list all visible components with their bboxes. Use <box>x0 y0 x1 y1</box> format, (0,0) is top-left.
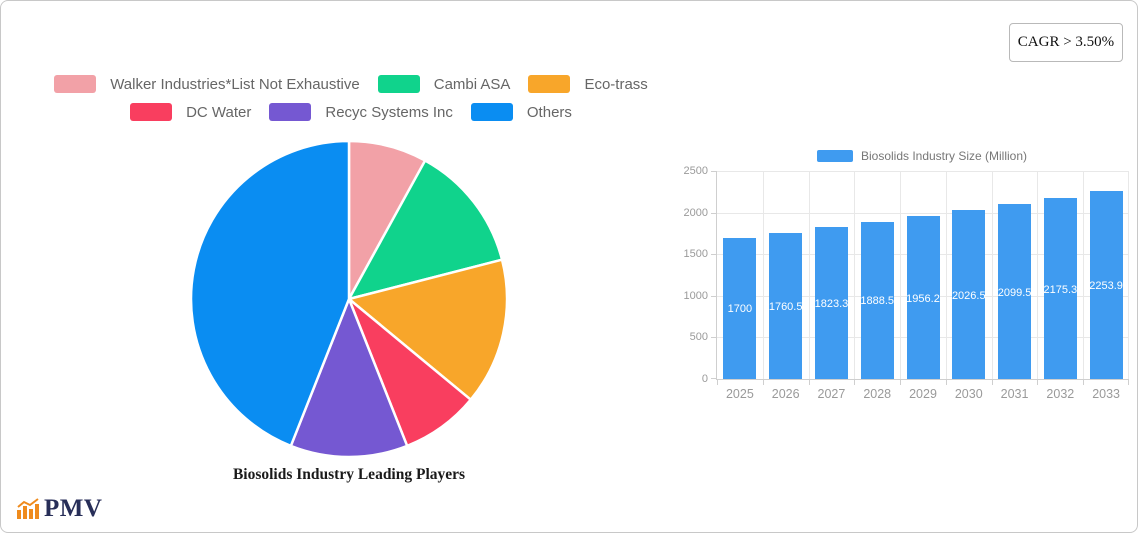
pie-legend: Walker Industries*List Not Exhaustive Cam… <box>11 75 691 121</box>
x-tick-label-2027: 2027 <box>817 387 846 401</box>
y-tick-label-1000: 1000 <box>683 289 708 302</box>
y-tick-label-0: 0 <box>701 373 708 385</box>
bar-vgridline-6 <box>991 171 993 379</box>
pie-legend-item-5[interactable]: Others <box>470 103 572 121</box>
pie-legend-swatch-5 <box>470 103 513 121</box>
bar-2033 <box>1089 191 1123 379</box>
x-tick-label-2032: 2032 <box>1046 387 1075 401</box>
pie-slice-1 <box>347 159 504 301</box>
pie-legend-swatch-2 <box>528 75 571 93</box>
pie-legend-swatch-3 <box>130 103 173 121</box>
bar-vgridline-3 <box>854 171 856 379</box>
x-tick-label-2028: 2028 <box>863 387 892 401</box>
x-tick-label-2033: 2033 <box>1092 387 1121 401</box>
x-tick-label-2025: 2025 <box>725 387 754 401</box>
pie-legend-label-5: Others <box>526 103 572 121</box>
bar-2027 <box>814 227 848 379</box>
y-tick-mark-2000 <box>711 212 717 214</box>
pie-legend-label-3: DC Water <box>186 103 252 121</box>
x-tick-mark-9 <box>1128 379 1129 385</box>
x-tick-mark-3 <box>854 379 856 385</box>
pmv-chart-icon <box>16 497 42 521</box>
bar-vgridline-4 <box>900 171 902 379</box>
bar-vgridline-9 <box>1128 171 1129 379</box>
pie-chart <box>187 137 511 461</box>
pie-legend-label-1: Cambi ASA <box>433 75 511 93</box>
bar-value-label-2027: 1823.3 <box>814 298 849 311</box>
x-tick-mark-5 <box>945 379 947 385</box>
bar-hgridline-2500 <box>717 171 1129 172</box>
pie-legend-label-0: Walker Industries*List Not Exhaustive <box>110 75 360 93</box>
y-tick-label-2500: 2500 <box>683 165 708 177</box>
bar-legend[interactable]: Biosolids Industry Size (Million) <box>716 149 1128 163</box>
bar-value-label-2026: 1760.5 <box>768 300 803 313</box>
pie-legend-item-3[interactable]: DC Water <box>130 103 251 121</box>
pie-legend-swatch-4 <box>269 103 312 121</box>
x-tick-mark-7 <box>1037 379 1039 385</box>
pie-slice-4 <box>289 297 409 459</box>
bar-vgridline-1 <box>762 171 764 379</box>
cagr-badge: CAGR > 3.50% <box>1009 23 1123 62</box>
bar-vgridline-2 <box>808 171 810 379</box>
bar-2025 <box>723 237 757 379</box>
bar-2031 <box>998 204 1032 379</box>
bar-2026 <box>769 232 803 379</box>
bar-vgridline-7 <box>1037 171 1039 379</box>
pie-legend-label-2: Eco-trass <box>584 75 648 93</box>
pie-svg <box>189 139 509 459</box>
pie-legend-label-4: Recyc Systems Inc <box>325 103 453 121</box>
x-tick-mark-0 <box>717 379 718 385</box>
bar-value-label-2030: 2026.5 <box>951 289 986 302</box>
x-tick-mark-1 <box>762 379 764 385</box>
y-tick-mark-500 <box>711 337 717 339</box>
x-tick-mark-2 <box>808 379 810 385</box>
y-tick-mark-2500 <box>711 171 717 172</box>
pie-legend-row-1: DC Water Recyc Systems Inc Others <box>11 103 691 121</box>
bar-vgridline-5 <box>945 171 947 379</box>
pie-legend-item-0[interactable]: Walker Industries*List Not Exhaustive <box>54 75 360 93</box>
pie-slice-5 <box>189 139 351 448</box>
bar-2032 <box>1043 198 1077 379</box>
y-tick-label-1500: 1500 <box>683 248 708 261</box>
pie-slice-2 <box>347 258 509 401</box>
pmv-logo-text: PMV <box>44 495 103 522</box>
bar-vgridline-8 <box>1083 171 1085 379</box>
bar-chart-plot: 0 500 1000 1500 2000 2500 1700 2025 1760.5 2026 18… <box>684 165 1129 401</box>
bar-value-label-2025: 1700 <box>727 303 753 316</box>
bar-legend-swatch <box>816 150 853 162</box>
bar-hgridline-2000 <box>717 212 1129 214</box>
y-tick-label-500: 500 <box>689 331 708 344</box>
bar-2028 <box>860 221 894 379</box>
pie-legend-item-4[interactable]: Recyc Systems Inc <box>269 103 453 121</box>
bar-value-label-2032: 2175.3 <box>1043 283 1078 296</box>
y-tick-mark-1000 <box>711 295 717 297</box>
y-tick-mark-1500 <box>711 254 717 256</box>
x-tick-label-2030: 2030 <box>954 387 983 401</box>
pie-legend-swatch-0 <box>54 75 97 93</box>
y-tick-label-2000: 2000 <box>683 206 708 219</box>
x-tick-mark-4 <box>900 379 902 385</box>
pie-legend-swatch-1 <box>377 75 420 93</box>
x-tick-label-2029: 2029 <box>909 387 937 401</box>
bar-value-label-2029: 1956.2 <box>906 292 940 305</box>
y-tick-mark-0 <box>711 378 717 379</box>
x-tick-label-2026: 2026 <box>771 387 800 401</box>
x-tick-mark-8 <box>1083 379 1085 385</box>
bar-value-label-2033: 2253.9 <box>1089 280 1123 293</box>
cagr-badge-label: CAGR > 3.50% <box>1017 34 1115 50</box>
bar-value-label-2031: 2099.5 <box>997 286 1032 299</box>
bar-2029 <box>906 216 940 379</box>
bar-2030 <box>952 210 986 379</box>
pie-legend-item-1[interactable]: Cambi ASA <box>377 75 511 93</box>
x-tick-label-2031: 2031 <box>1000 387 1029 401</box>
pmv-logo: PMV <box>16 496 102 521</box>
pie-legend-item-2[interactable]: Eco-trass <box>528 75 648 93</box>
pie-legend-row-0: Walker Industries*List Not Exhaustive Cam… <box>11 75 691 93</box>
bar-legend-label: Biosolids Industry Size (Million) <box>860 149 1028 163</box>
pie-chart-title: Biosolids Industry Leading Players <box>232 466 466 483</box>
x-tick-mark-6 <box>991 379 993 385</box>
bar-value-label-2028: 1888.5 <box>860 295 895 308</box>
